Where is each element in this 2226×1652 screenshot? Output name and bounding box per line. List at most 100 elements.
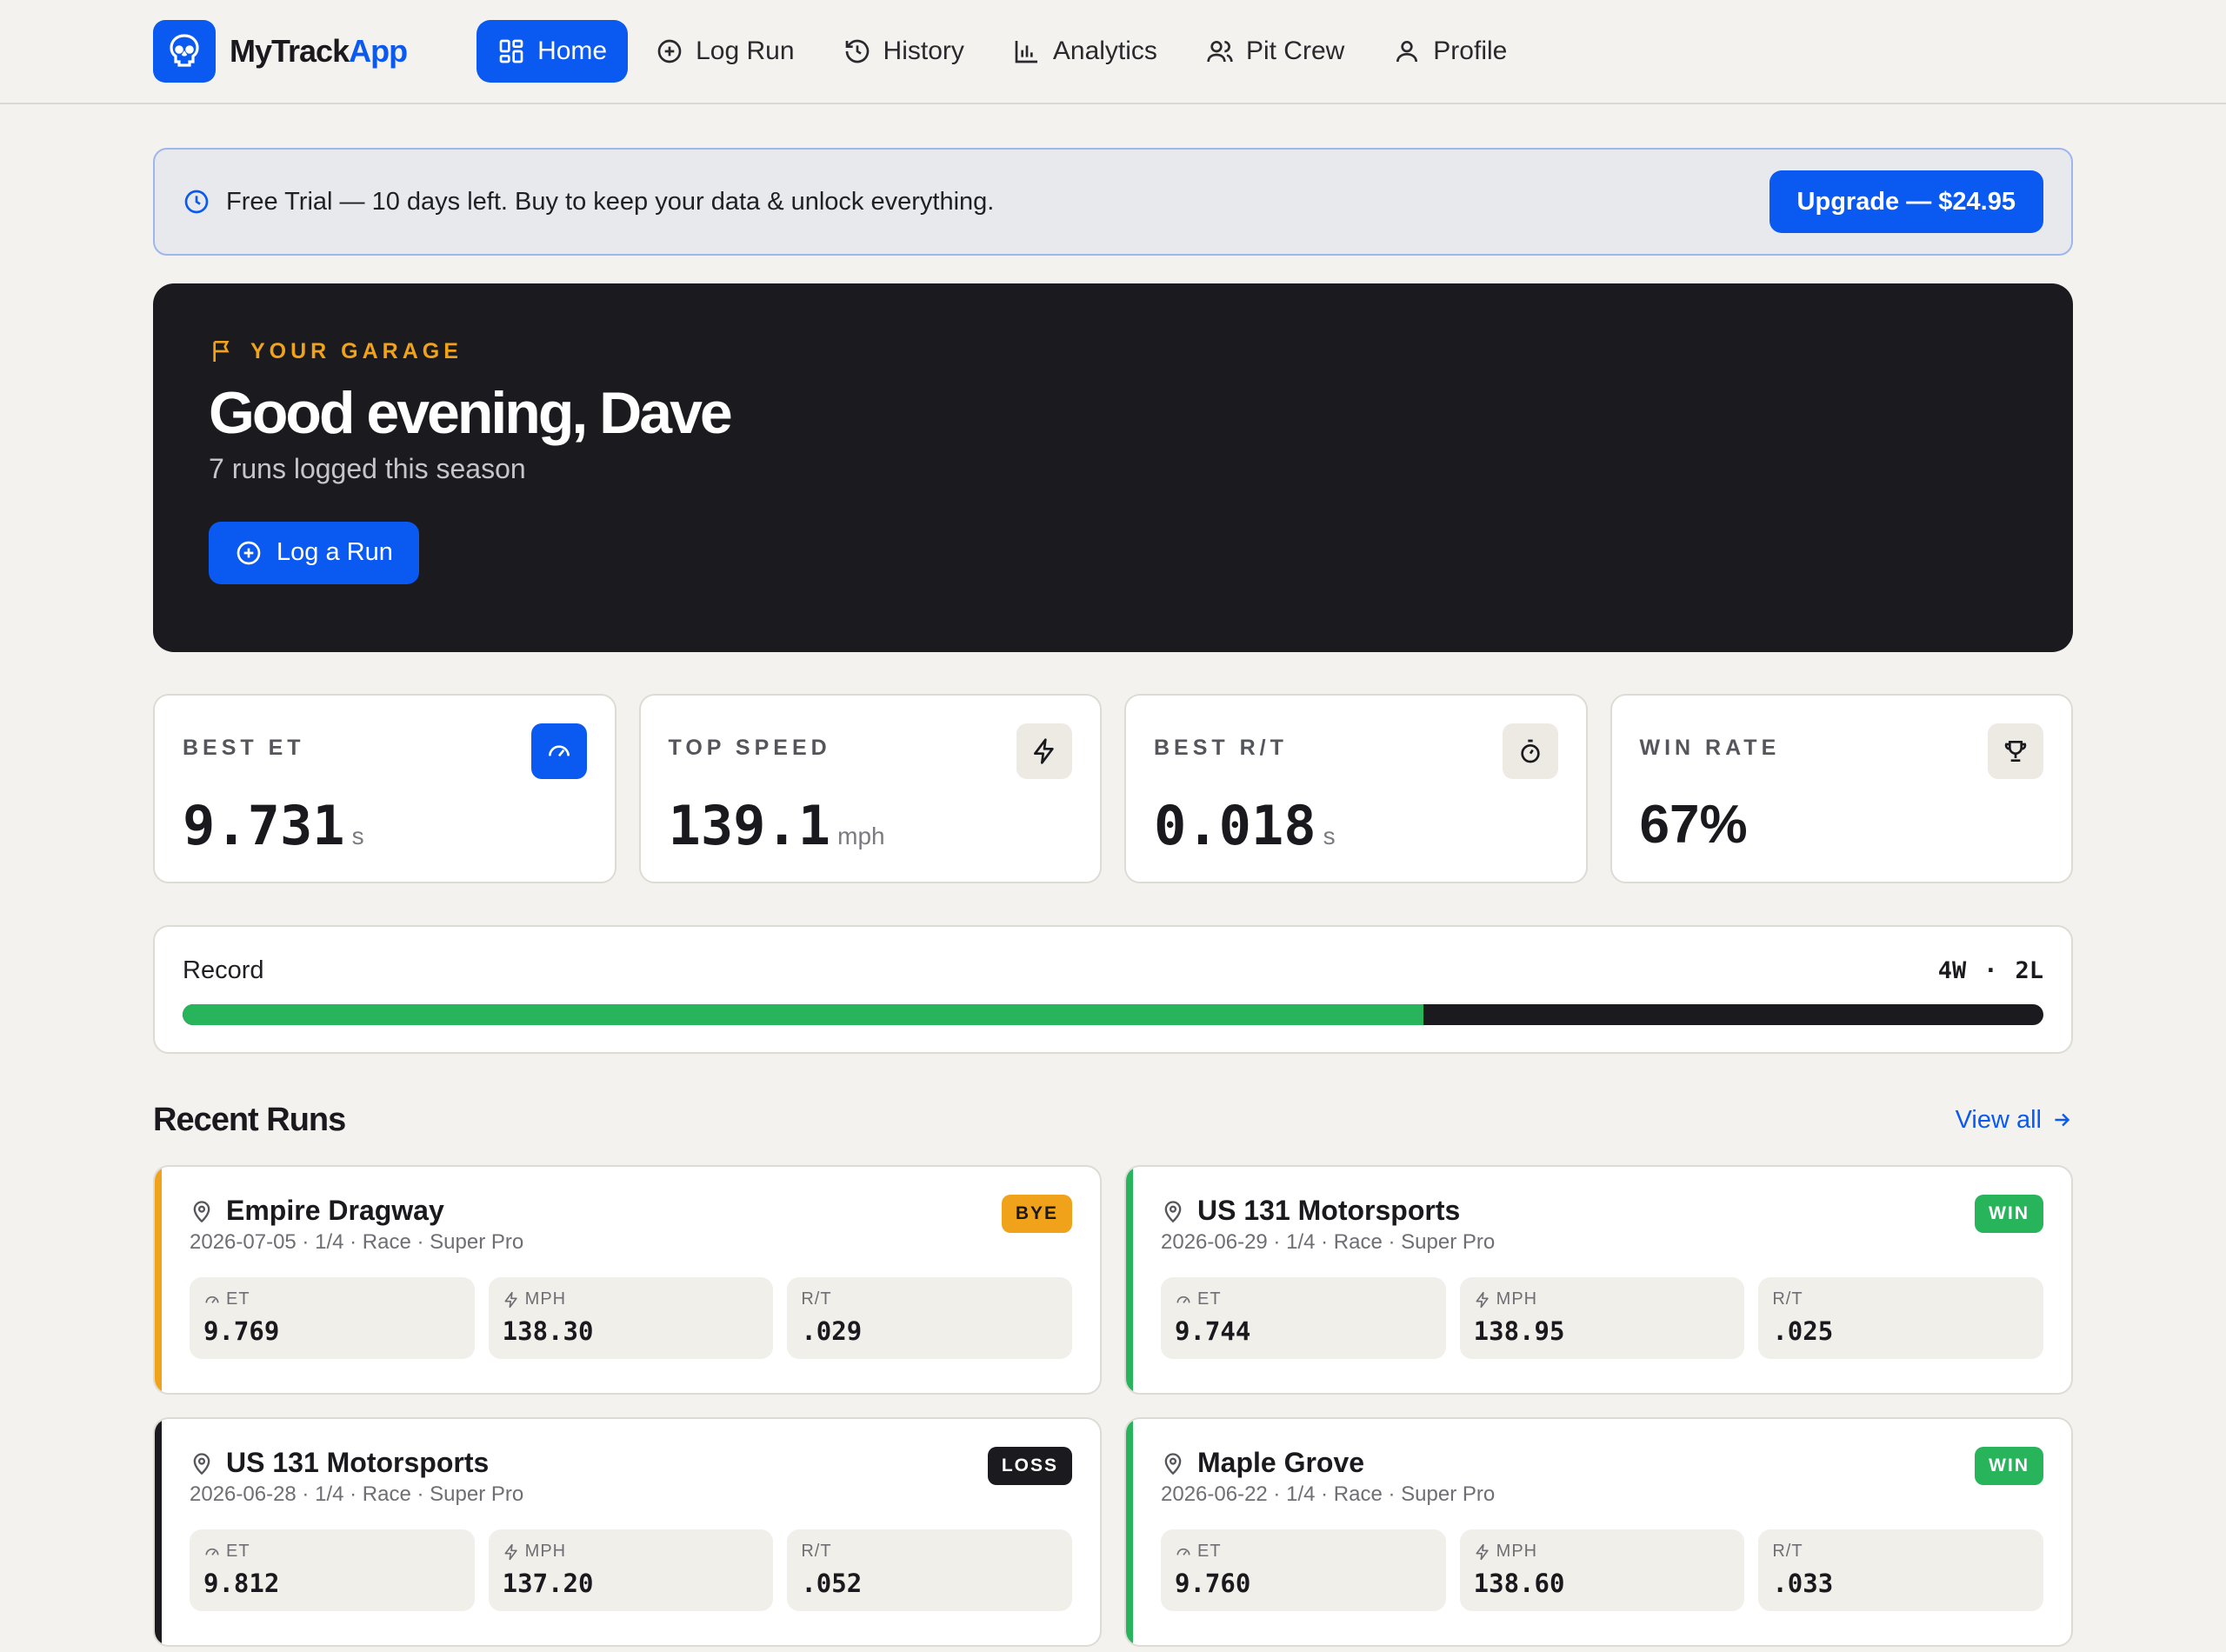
stat-number: 139.1 <box>668 794 831 857</box>
metric-label: R/T <box>1772 1289 2029 1309</box>
nav-item-profile[interactable]: Profile <box>1372 20 1528 83</box>
stat-label: BEST R/T <box>1154 736 1288 760</box>
metric-label-text: R/T <box>1772 1542 1803 1561</box>
nav-label: Home <box>537 37 608 65</box>
record-separator: · <box>1983 957 1998 984</box>
run-card-1[interactable]: Empire Dragway 2026-07-05 · 1/4 · Race ·… <box>153 1165 1102 1395</box>
metric-value: 9.760 <box>1175 1569 1251 1598</box>
metric-label-text: MPH <box>1496 1289 1538 1309</box>
run-metrics: ET 9.744 MPH 138.95 R/T .025 <box>1161 1277 2044 1359</box>
stat-value: 0.018 s <box>1154 794 1558 857</box>
history-icon <box>845 39 869 63</box>
run-meta: 2026-06-22 · 1/4 · Race · Super Pro <box>1161 1482 1496 1506</box>
stat-label: BEST ET <box>183 736 305 760</box>
map-pin-icon <box>1164 1452 1182 1475</box>
app-name: MyTrackApp <box>230 33 408 69</box>
bolt-icon <box>1016 723 1072 779</box>
nav-item-log-run[interactable]: Log Run <box>635 20 815 83</box>
metric-label: ET <box>1175 1542 1432 1562</box>
run-card-3[interactable]: US 131 Motorsports 2026-06-28 · 1/4 · Ra… <box>153 1417 1102 1647</box>
metric-value: 138.30 <box>502 1316 594 1346</box>
metric-et: ET 9.744 <box>1161 1277 1446 1359</box>
metric-label-text: ET <box>1197 1289 1222 1309</box>
trophy-icon <box>1988 723 2043 779</box>
metric-label-text: ET <box>226 1289 250 1309</box>
garage-hero: YOUR GARAGE Good evening, Dave 7 runs lo… <box>153 283 2073 652</box>
record-wins: 4W <box>1937 957 1967 984</box>
recent-runs-grid: Empire Dragway 2026-07-05 · 1/4 · Race ·… <box>153 1165 2073 1647</box>
run-meta: 2026-06-28 · 1/4 · Race · Super Pro <box>190 1482 524 1506</box>
metric-rt: R/T .025 <box>1758 1277 2044 1359</box>
record-card: Record 4W · 2L <box>153 925 2073 1054</box>
run-track: Empire Dragway <box>190 1195 523 1227</box>
link-label: View all <box>1955 1105 2042 1134</box>
run-metrics: ET 9.769 MPH 138.30 R/T .029 <box>190 1277 1073 1359</box>
nav-item-analytics[interactable]: Analytics <box>992 20 1178 83</box>
view-all-link[interactable]: View all <box>1956 1106 2073 1135</box>
plus-circle-icon <box>657 39 682 63</box>
record-losses: 2L <box>2015 957 2043 984</box>
metric-mph: MPH 138.60 <box>1459 1529 1745 1611</box>
run-card-2[interactable]: US 131 Motorsports 2026-06-29 · 1/4 · Ra… <box>1124 1165 2073 1395</box>
gauge-icon <box>1176 1548 1190 1555</box>
gauge-icon <box>205 1296 219 1303</box>
metric-label-text: R/T <box>1772 1289 1803 1309</box>
metric-rt: R/T .029 <box>787 1277 1073 1359</box>
trial-message: Free Trial — 10 days left. Buy to keep y… <box>183 188 994 216</box>
metric-value: 9.769 <box>203 1316 280 1346</box>
stat-card-top-speed: TOP SPEED 139.1 mph <box>638 694 1102 883</box>
run-card-4[interactable]: Maple Grove 2026-06-22 · 1/4 · Race · Su… <box>1124 1417 2073 1647</box>
button-label: Log a Run <box>277 538 393 567</box>
log-a-run-button[interactable]: Log a Run <box>209 521 419 584</box>
run-metrics: ET 9.760 MPH 138.60 R/T .033 <box>1161 1529 2044 1611</box>
user-icon <box>1396 41 1418 63</box>
gauge-icon <box>1176 1296 1190 1303</box>
metric-value: .052 <box>801 1569 863 1598</box>
metric-et: ET 9.769 <box>190 1277 475 1359</box>
metric-value: .025 <box>1772 1316 1834 1346</box>
metric-et: ET 9.812 <box>190 1529 475 1611</box>
track-name: Maple Grove <box>1197 1447 1365 1478</box>
eyebrow-text: YOUR GARAGE <box>250 338 463 363</box>
metric-label-text: MPH <box>524 1289 567 1309</box>
metric-label: ET <box>1175 1289 1432 1309</box>
metric-label: ET <box>203 1289 461 1309</box>
result-stripe <box>1126 1419 1133 1645</box>
metric-label: ET <box>203 1542 461 1562</box>
metric-label: MPH <box>1474 1542 1731 1562</box>
metric-mph: MPH 138.95 <box>1459 1277 1745 1359</box>
gauge-icon <box>205 1548 219 1555</box>
brand[interactable]: MyTrackApp <box>153 20 408 83</box>
track-name: Empire Dragway <box>226 1195 444 1226</box>
stat-unit: mph <box>837 823 885 849</box>
bolt-icon <box>1476 1543 1489 1560</box>
stat-value: 9.731 s <box>183 794 587 857</box>
arrow-right-icon <box>2055 1113 2070 1127</box>
record-score: 4W · 2L <box>1938 957 2043 984</box>
trial-text: Free Trial — 10 days left. Buy to keep y… <box>226 187 995 216</box>
metric-value: .033 <box>1772 1569 1834 1598</box>
metric-rt: R/T .052 <box>787 1529 1073 1611</box>
greeting-title: Good evening, Dave <box>209 380 733 446</box>
nav-label: Log Run <box>696 37 795 65</box>
track-name: US 131 Motorsports <box>226 1447 490 1478</box>
stat-number: 9.731 <box>183 794 345 857</box>
upgrade-button[interactable]: Upgrade — $24.95 <box>1769 170 2043 233</box>
metric-label-text: MPH <box>1496 1542 1538 1561</box>
clock-icon <box>184 190 209 214</box>
trial-banner: Free Trial — 10 days left. Buy to keep y… <box>153 148 2073 256</box>
garage-eyebrow: YOUR GARAGE <box>209 337 2017 365</box>
run-header: US 131 Motorsports 2026-06-28 · 1/4 · Ra… <box>190 1447 1072 1507</box>
bolt-icon <box>1476 1291 1489 1308</box>
run-info: US 131 Motorsports 2026-06-29 · 1/4 · Ra… <box>1161 1195 1495 1255</box>
map-pin-icon <box>193 1452 210 1475</box>
run-meta: 2026-06-29 · 1/4 · Race · Super Pro <box>1161 1230 1496 1254</box>
section-title: Recent Runs <box>153 1101 346 1138</box>
nav-item-history[interactable]: History <box>823 20 985 83</box>
flag-icon <box>213 341 230 362</box>
nav-item-home[interactable]: Home <box>477 20 629 83</box>
nav-item-pit-crew[interactable]: Pit Crew <box>1185 20 1365 83</box>
stat-number: 67% <box>1639 795 1748 855</box>
nav-label: History <box>883 37 964 65</box>
metric-label-text: ET <box>1197 1542 1222 1561</box>
